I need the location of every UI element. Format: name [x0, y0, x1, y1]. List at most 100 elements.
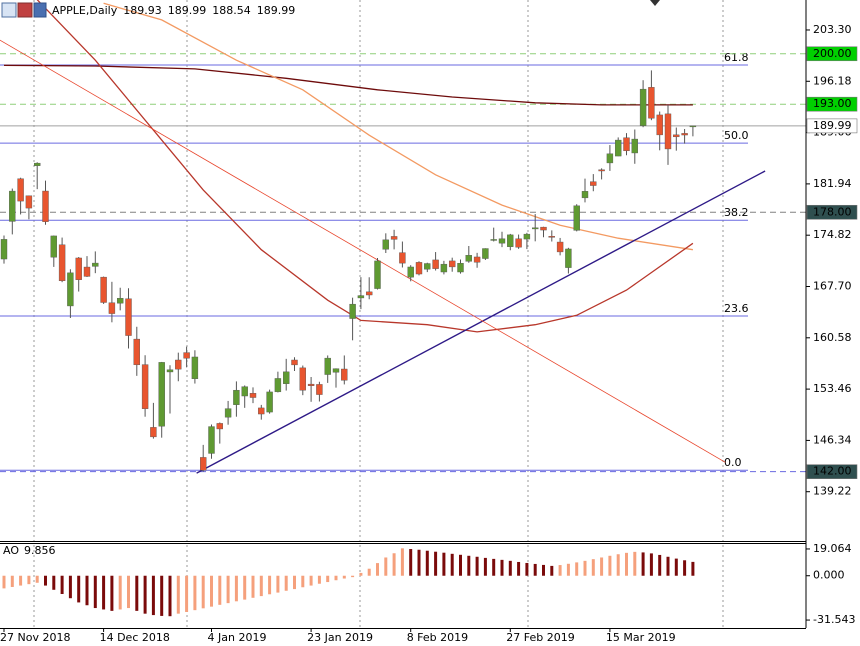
candle-body	[523, 233, 531, 240]
header-value: 188.54	[212, 4, 251, 17]
candle-body	[540, 226, 547, 231]
y-tick-label: 139.22	[813, 485, 852, 498]
ao-bar	[409, 549, 413, 576]
fib-label: 23.6	[724, 302, 749, 315]
y-tick-label: 181.94	[813, 177, 852, 190]
candle-body	[100, 276, 107, 303]
ao-bar	[234, 575, 238, 602]
candle-body	[581, 191, 589, 199]
ao-bar	[93, 575, 97, 609]
candle-body	[9, 190, 16, 222]
y-tick-label: 203.30	[813, 23, 852, 36]
ao-bar	[10, 575, 14, 587]
icon	[17, 2, 33, 18]
ao-bar	[425, 550, 429, 576]
candle-body	[532, 227, 539, 230]
price-box	[806, 46, 858, 62]
ao-bar	[68, 575, 72, 599]
candle-body	[67, 272, 74, 307]
ao-bar	[459, 554, 462, 576]
x-tick-label: 27 Nov 2018	[0, 631, 70, 644]
x-tick-label: 15 Mar 2019	[606, 631, 676, 644]
ao-bar	[442, 552, 446, 576]
candle-body	[224, 408, 232, 418]
candle-body	[598, 169, 605, 172]
ao-bar	[475, 556, 479, 576]
ao-bar	[608, 555, 612, 576]
ao-bar	[500, 559, 504, 576]
ao-bar	[251, 575, 255, 598]
candle-body	[457, 263, 464, 273]
ao-bar	[575, 562, 579, 576]
fib-label: 38.2	[724, 206, 749, 219]
ao-bar	[2, 575, 6, 589]
ao-bar	[376, 563, 379, 576]
ao-bar	[691, 561, 695, 576]
ao-bar	[384, 557, 388, 576]
candle-body	[507, 234, 514, 247]
symbol-title: APPLE,Daily	[52, 4, 118, 17]
y-tick-label: 174.82	[813, 228, 852, 241]
ao-bar	[566, 563, 570, 576]
moving-average	[3, 64, 693, 106]
ao-bar	[326, 575, 330, 583]
trend-line	[0, 39, 726, 463]
ao-bar	[633, 551, 637, 576]
candle-body	[366, 291, 373, 296]
ao-bar	[218, 575, 222, 605]
candle-body	[473, 256, 481, 263]
candle-body	[639, 88, 647, 126]
indicator-name: AO	[3, 544, 19, 557]
y-tick-label: 167.70	[813, 279, 852, 292]
x-tick-label: 27 Feb 2019	[506, 631, 574, 644]
price-box	[806, 118, 858, 134]
candle-body	[374, 260, 381, 289]
candle-body	[42, 190, 49, 222]
ao-bar	[151, 575, 155, 616]
y-tick-label: 19.064	[813, 542, 852, 555]
ao-bar	[450, 553, 454, 576]
candle-body	[199, 457, 207, 471]
ao-bar	[434, 551, 438, 576]
ao-bar	[492, 558, 496, 576]
ao-bar	[542, 564, 545, 576]
ao-bar	[52, 575, 56, 590]
candle-body	[92, 262, 99, 267]
candle-body	[424, 263, 431, 270]
ao-bar	[243, 575, 247, 600]
candle-body	[283, 371, 290, 384]
candle-body	[449, 260, 456, 268]
ao-bar	[276, 575, 280, 593]
candle-body	[34, 162, 41, 166]
candle-body	[307, 383, 315, 386]
candle-body	[158, 362, 165, 427]
candle-body	[50, 235, 57, 258]
candle-body	[556, 241, 564, 253]
candle-body	[316, 384, 323, 395]
header-value: 189.99	[168, 4, 207, 17]
ao-bar	[483, 557, 487, 576]
candle-body	[590, 181, 597, 186]
fib-label: 61.8	[724, 51, 749, 64]
candle-body	[216, 423, 224, 430]
candle-body	[116, 298, 124, 304]
ao-bar	[616, 554, 620, 576]
ao-bar	[19, 575, 23, 586]
ao-bar	[558, 565, 562, 576]
candle-body	[689, 125, 697, 128]
candle-body	[58, 244, 66, 282]
candle-body	[664, 113, 672, 150]
candle-body	[324, 357, 331, 375]
y-tick-label: -31.543	[813, 613, 855, 626]
x-tick-label: 14 Dec 2018	[100, 631, 170, 644]
ao-bar	[193, 575, 197, 611]
ao-bar	[600, 557, 604, 576]
candle-body	[382, 239, 389, 250]
candle-body	[548, 236, 555, 238]
chart-header: APPLE,Daily 189.93 189.99 188.54 189.99	[52, 4, 295, 17]
candle-body	[515, 238, 522, 248]
y-tick-label: 0.000	[813, 569, 845, 582]
candle-body	[75, 257, 82, 280]
